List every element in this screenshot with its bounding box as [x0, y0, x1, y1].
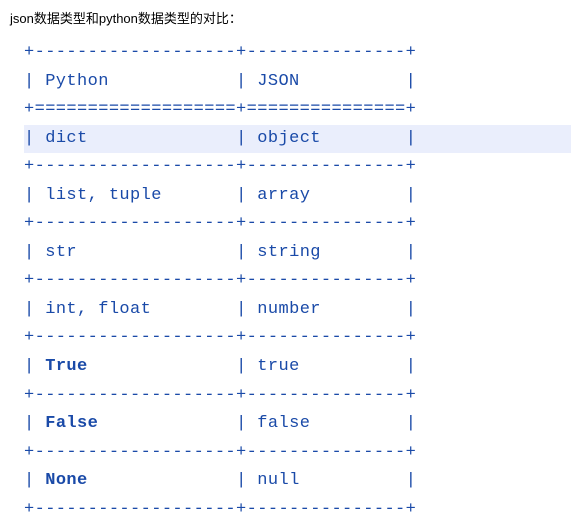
page-title: json数据类型和python数据类型的对比： [10, 8, 571, 27]
cell-json: true [257, 357, 299, 376]
cell-python: str [45, 243, 77, 262]
table-row: | str | string | [24, 239, 571, 268]
table-row: | True | true | [24, 353, 571, 382]
table-header: | Python | JSON | [24, 68, 571, 97]
table-header-sep: +===================+===============+ [24, 96, 571, 125]
table-row: | None | null | [24, 467, 571, 496]
table-row: | int, float | number | [24, 296, 571, 325]
cell-python: dict [45, 129, 87, 148]
table-row-sep: +-------------------+---------------+ [24, 382, 571, 411]
type-mapping-table: +-------------------+---------------+| P… [24, 39, 571, 524]
table-row: | dict | object | [24, 125, 571, 154]
table-border-top: +-------------------+---------------+ [24, 39, 571, 68]
cell-python: True [45, 357, 87, 376]
cell-json: number [257, 300, 321, 319]
cell-python: int, float [45, 300, 151, 319]
cell-python: None [45, 471, 87, 490]
table-row-sep: +-------------------+---------------+ [24, 153, 571, 182]
table-row-sep: +-------------------+---------------+ [24, 439, 571, 468]
table-row-sep: +-------------------+---------------+ [24, 324, 571, 353]
cell-json: array [257, 186, 310, 205]
cell-python: False [45, 414, 98, 433]
cell-json: string [257, 243, 321, 262]
cell-json: object [257, 129, 321, 148]
cell-json: false [257, 414, 310, 433]
table-row-sep: +-------------------+---------------+ [24, 267, 571, 296]
cell-python: list, tuple [45, 186, 162, 205]
cell-json: null [257, 471, 299, 490]
table-row: | False | false | [24, 410, 571, 439]
table-row: | list, tuple | array | [24, 182, 571, 211]
table-row-sep: +-------------------+---------------+ [24, 496, 571, 525]
table-row-sep: +-------------------+---------------+ [24, 210, 571, 239]
